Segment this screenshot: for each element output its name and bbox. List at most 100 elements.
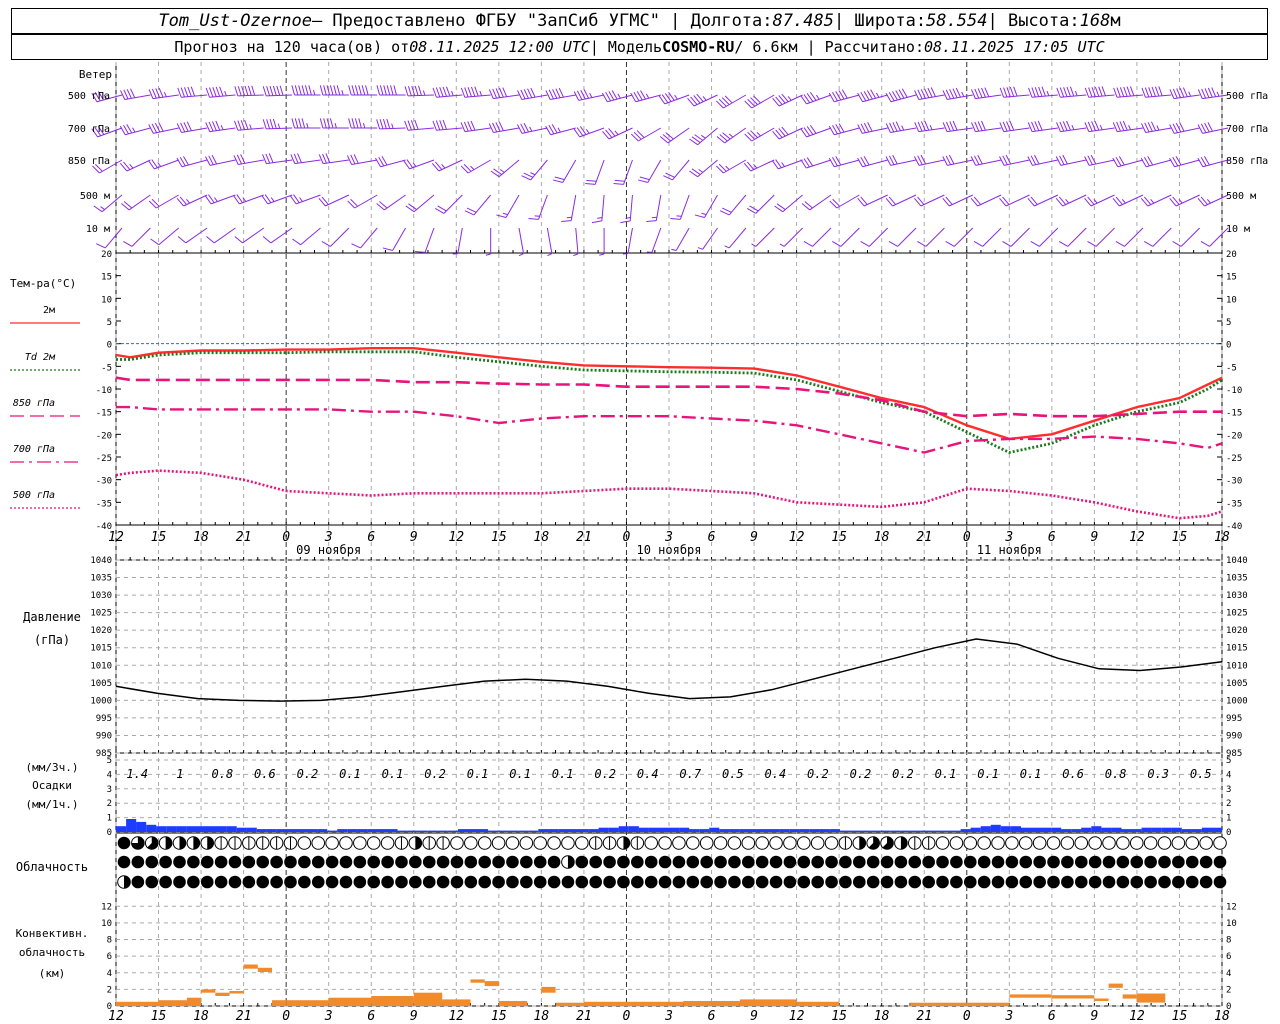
wind-barb-part — [151, 198, 160, 207]
wind-barb-part — [601, 194, 605, 221]
wind-barb-part — [875, 92, 880, 98]
cloud-circle-part — [603, 855, 616, 869]
cloud-cover-circle-icon — [1116, 875, 1130, 889]
wind-barb-part — [1143, 156, 1150, 167]
wind-barb-part — [1116, 94, 1143, 98]
cloud-cover-circle-icon — [408, 836, 423, 850]
cloud-circle-part — [1088, 855, 1102, 869]
wind-barb-part — [927, 87, 933, 98]
conv-tick-label-right: 6 — [1226, 952, 1231, 962]
wind-level-label-right: 10 м — [1226, 224, 1250, 235]
wind-barb-part — [1084, 122, 1090, 132]
cloud-circle-part — [1172, 875, 1185, 889]
wind-barb-part — [806, 94, 832, 105]
cloud-circle-part — [950, 875, 963, 889]
wind-barb-part — [251, 85, 256, 96]
wind-barb-part — [1176, 88, 1182, 98]
precip-bar — [980, 826, 991, 832]
wind-barb-part — [860, 91, 867, 102]
wind-barb-part — [725, 165, 730, 170]
cloud-cover-circle-icon — [256, 875, 270, 889]
precip-bar — [437, 830, 448, 832]
cloud-cover-circle-icon — [783, 875, 797, 889]
wind-barb-icon — [1087, 227, 1115, 247]
cloud-cover-circle-icon — [353, 855, 367, 869]
wind-barb-part — [408, 127, 434, 131]
convective-bar — [215, 992, 230, 996]
wind-barb-part — [578, 94, 605, 101]
cloud-cover-circle-icon — [991, 836, 1005, 850]
hour-tick-label-bottom: 15 — [491, 1009, 507, 1024]
wind-barb-part — [150, 238, 160, 246]
wind-barb-part — [636, 130, 645, 138]
wind-barb-part — [1119, 121, 1125, 131]
wind-barb-part — [131, 227, 151, 247]
cloud-circle-part — [1116, 875, 1130, 889]
wind-barb-part — [209, 159, 236, 166]
wind-barb-part — [464, 210, 475, 216]
wind-barb-part — [517, 90, 523, 100]
conv-panel-title-2: облачность — [19, 946, 85, 959]
wind-barb-part — [1129, 86, 1135, 96]
wind-barb-part — [579, 126, 587, 135]
cloud-cover-circle-icon — [561, 836, 575, 850]
wind-barb-part — [205, 87, 211, 98]
wind-barb-icon — [1141, 86, 1172, 98]
wind-barb-part — [545, 125, 552, 135]
wind-barb-part — [269, 118, 274, 129]
cloud-circle-part — [824, 836, 839, 850]
cloud-cover-circle-icon — [755, 836, 769, 850]
cloud-cover-circle-icon — [505, 836, 520, 850]
cloud-circle-part — [1088, 875, 1102, 889]
precip-bar — [729, 829, 740, 832]
wind-barb-part — [1027, 198, 1035, 207]
wind-barb-part — [439, 120, 444, 130]
wind-barb-part — [605, 91, 612, 102]
cloud-cover-circle-icon — [353, 875, 367, 889]
cloud-cover-circle-icon — [1143, 836, 1158, 850]
wind-barb-part — [1062, 154, 1068, 165]
wind-barb-part — [295, 194, 321, 205]
temp-tick-label-left: -30 — [96, 477, 112, 487]
wind-barb-part — [304, 85, 309, 96]
cloud-circle-part — [1102, 836, 1116, 850]
wind-barb-part — [505, 194, 520, 218]
wind-barb-part — [319, 118, 324, 129]
wind-barb-part — [348, 118, 352, 129]
wind-barb-icon — [351, 227, 378, 249]
wind-barb-part — [721, 97, 730, 105]
wind-barb-part — [214, 197, 218, 202]
wind-barb-part — [942, 156, 948, 166]
temp-tick-label-left: -40 — [96, 522, 112, 532]
wind-barb-part — [1207, 87, 1213, 98]
wind-barb-part — [520, 123, 526, 133]
cloud-circle-part — [825, 855, 838, 869]
convective-bar — [498, 1001, 528, 1006]
wind-barb-icon — [405, 194, 435, 213]
wind-barb-part — [772, 98, 780, 107]
wind-barb-part — [181, 159, 208, 168]
cloud-cover-circle-icon — [1005, 836, 1019, 850]
cloud-cover-circle-icon — [644, 855, 658, 869]
hour-tick-label-bottom: 12 — [1129, 1009, 1145, 1024]
wind-barb-part — [744, 133, 753, 142]
wind-barb-part — [1055, 198, 1064, 207]
wind-barb-part — [920, 154, 927, 165]
wind-barb-part — [408, 203, 417, 210]
wind-barb-part — [901, 125, 905, 131]
wind-barb-part — [576, 127, 584, 137]
precip-bar — [457, 829, 468, 832]
cloud-cover-circle-icon — [298, 855, 311, 869]
cloud-circle-part — [242, 875, 256, 889]
wind-barb-part — [546, 227, 553, 254]
wind-barb-icon — [620, 194, 633, 224]
cloud-cover-circle-icon — [186, 836, 201, 850]
wind-barb-part — [176, 157, 183, 167]
wind-barb-part — [351, 85, 356, 96]
wind-barb-part — [1034, 121, 1040, 131]
cloud-circle-part — [686, 836, 700, 850]
wind-barb-part — [672, 159, 690, 181]
wind-barb-part — [376, 85, 381, 96]
wind-barb-part — [493, 127, 520, 134]
wind-barb-part — [298, 85, 302, 96]
